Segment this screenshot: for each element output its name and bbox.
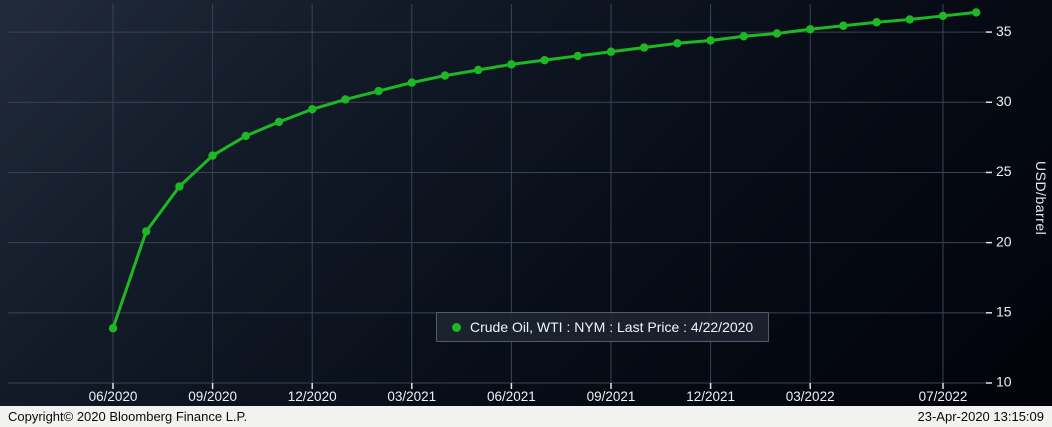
- plot-area: 10 15 20 25 30 35 06/2020 09/2020 12/2020 03/2021…: [0, 0, 1052, 406]
- data-point-marker: [839, 21, 848, 30]
- data-point-marker: [175, 182, 184, 191]
- timestamp-text: 23-Apr-2020 13:15:09: [917, 409, 1044, 424]
- data-point-marker: [972, 8, 981, 17]
- data-point-marker: [772, 29, 782, 38]
- y-tick-label: 35: [996, 23, 1012, 39]
- y-tick-label: 25: [996, 163, 1012, 179]
- data-point-marker: [208, 151, 217, 160]
- data-point-marker: [739, 32, 748, 41]
- x-tick-label: 09/2020: [188, 389, 237, 404]
- data-point-marker: [540, 55, 549, 65]
- data-point-marker: [308, 105, 317, 114]
- data-point-marker: [108, 324, 118, 333]
- x-tick-label: 03/2022: [786, 389, 835, 404]
- data-point-marker: [241, 131, 250, 141]
- data-point-marker: [440, 71, 450, 80]
- y-axis-title: USD/barrel: [1033, 160, 1049, 236]
- x-tick-label: 07/2022: [919, 389, 968, 404]
- data-point-marker: [474, 65, 483, 75]
- data-point-marker: [905, 15, 914, 24]
- data-point-marker: [673, 39, 682, 48]
- data-point-marker: [806, 25, 815, 34]
- y-tick-label: 15: [996, 304, 1012, 320]
- y-tick-label: 10: [996, 374, 1012, 390]
- chart-legend[interactable]: Crude Oil, WTI : NYM : Last Price : 4/22…: [436, 312, 770, 342]
- x-tick-label: 09/2021: [587, 389, 636, 404]
- data-point-marker: [374, 86, 383, 96]
- y-tick-label: 30: [996, 93, 1012, 109]
- legend-label: Crude Oil, WTI : NYM : Last Price : 4/22…: [470, 319, 754, 335]
- x-tick-label: 06/2021: [487, 389, 536, 404]
- data-point-marker: [706, 36, 715, 45]
- x-tick-label: 06/2020: [89, 389, 138, 404]
- data-point-marker: [606, 47, 616, 56]
- data-point-marker: [640, 43, 649, 52]
- data-point-marker: [573, 51, 582, 61]
- futures-curve-chart: 10 15 20 25 30 35 06/2020 09/2020 12/2020 03/2021…: [8, 4, 1012, 404]
- data-point-marker: [938, 11, 948, 21]
- data-point-marker: [274, 117, 284, 127]
- legend-marker-icon: [452, 322, 461, 332]
- copyright-text: Copyright© 2020 Bloomberg Finance L.P.: [8, 409, 248, 424]
- data-point-marker: [507, 60, 516, 69]
- x-tick-label: 12/2021: [686, 389, 735, 404]
- x-tick-label: 12/2020: [288, 389, 337, 404]
- x-tick-label: 03/2021: [387, 389, 436, 404]
- data-point-marker: [407, 78, 416, 87]
- data-point-marker: [872, 18, 881, 27]
- data-point-marker: [142, 227, 151, 236]
- y-tick-label: 20: [996, 233, 1012, 249]
- data-point-marker: [341, 95, 350, 104]
- footer-bar: Copyright© 2020 Bloomberg Finance L.P. 2…: [0, 406, 1052, 427]
